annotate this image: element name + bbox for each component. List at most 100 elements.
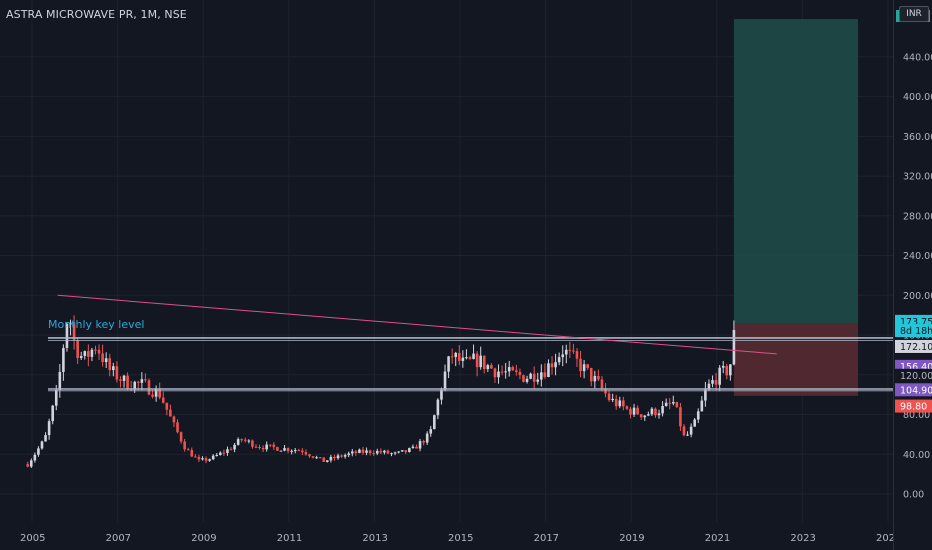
- price-tag: [895, 399, 932, 413]
- candle-body: [536, 379, 540, 382]
- x-tick-label: 2011: [277, 533, 302, 544]
- candle-body: [69, 323, 72, 325]
- candle-body: [586, 364, 589, 368]
- y-tick-label: 80.00: [903, 410, 930, 421]
- candle-body: [247, 440, 251, 442]
- x-tick-label: 2005: [20, 533, 45, 544]
- candle-body: [664, 402, 668, 407]
- candle-body: [400, 450, 404, 452]
- candle-body: [115, 366, 119, 380]
- candle-body: [661, 406, 664, 414]
- candle-body: [90, 349, 94, 357]
- candle-body: [276, 447, 279, 451]
- candle-body: [629, 408, 632, 415]
- candle-body: [297, 450, 301, 452]
- candle-body: [197, 457, 201, 460]
- candle-body: [393, 452, 397, 454]
- candle-body: [258, 447, 261, 449]
- candle-body: [144, 379, 147, 381]
- price-tag: [895, 383, 932, 397]
- candle-body: [286, 448, 290, 452]
- candle-body: [540, 372, 543, 380]
- x-tick-label: 2023: [790, 533, 815, 544]
- candle-body: [372, 453, 375, 455]
- candle-body: [94, 349, 97, 351]
- candle-body: [693, 419, 696, 427]
- candle-body: [326, 460, 329, 462]
- candle-body: [26, 464, 30, 467]
- candle-body: [532, 373, 536, 382]
- y-tick-label: 440.00: [903, 52, 932, 63]
- target-zone: [733, 19, 859, 324]
- candle-body: [158, 389, 161, 398]
- candle-body: [408, 448, 411, 452]
- candle-body: [689, 426, 693, 435]
- candle-body: [265, 444, 268, 450]
- candle-body: [411, 446, 415, 449]
- candle-body: [493, 368, 497, 378]
- x-tick-label: 2013: [362, 533, 387, 544]
- candle-body: [507, 367, 511, 372]
- candle-body: [119, 379, 122, 381]
- candle-body: [714, 380, 718, 385]
- candle-body: [386, 450, 390, 454]
- y-tick-label: 400.00: [903, 92, 932, 103]
- candle-body: [301, 450, 304, 453]
- candle-body: [436, 399, 440, 416]
- candle-body: [582, 364, 586, 372]
- candle-body: [204, 458, 208, 461]
- candle-body: [65, 323, 69, 348]
- candle-body: [147, 380, 151, 395]
- candle-body: [169, 409, 172, 417]
- candle-body: [272, 444, 276, 448]
- candle-body: [165, 402, 169, 410]
- x-tick-label: 2017: [534, 533, 559, 544]
- candle-body: [322, 457, 326, 462]
- candle-body: [568, 349, 572, 351]
- candle-body: [176, 422, 179, 433]
- candle-body: [304, 452, 308, 455]
- candle-body: [611, 398, 614, 401]
- candle-body: [418, 441, 422, 449]
- candle-body: [186, 449, 190, 451]
- candle-body: [614, 398, 618, 407]
- price-tag: [895, 339, 932, 353]
- candle-body: [422, 441, 425, 443]
- y-tick-label: 280.00: [903, 211, 932, 222]
- candle-body: [329, 456, 333, 461]
- candle-body: [500, 371, 504, 373]
- candle-body: [308, 454, 311, 457]
- candle-body: [518, 371, 522, 376]
- price-tag: [895, 368, 932, 382]
- candle-body: [725, 365, 729, 376]
- candle-body: [490, 365, 493, 369]
- candle-body: [465, 357, 468, 359]
- candle-body: [654, 408, 657, 416]
- candle-body: [404, 450, 408, 452]
- y-tick-label: 40.00: [903, 450, 930, 461]
- candle-body: [597, 375, 600, 380]
- x-tick-label: 202: [876, 533, 895, 544]
- candle-body: [361, 449, 365, 453]
- candle-body: [636, 407, 639, 415]
- x-tick-label: 2009: [191, 533, 216, 544]
- candle-body: [122, 375, 126, 381]
- candle-body: [290, 450, 293, 452]
- candle-body: [293, 450, 297, 452]
- candle-body: [229, 449, 233, 451]
- candle-body: [511, 367, 515, 371]
- monthly-key-level-annotation[interactable]: Monthly key level: [48, 318, 145, 331]
- candle-body: [711, 380, 714, 384]
- candle-body: [468, 357, 472, 359]
- candle-body: [561, 354, 565, 358]
- candle-body: [482, 355, 486, 370]
- candle-body: [707, 383, 711, 390]
- candle-body: [58, 371, 62, 390]
- currency-button[interactable]: INR: [899, 6, 929, 22]
- candle-body: [151, 394, 154, 397]
- candle-body: [29, 460, 33, 467]
- candle-body: [108, 358, 112, 371]
- candle-body: [62, 347, 65, 372]
- y-tick-label: 0.00: [903, 490, 924, 501]
